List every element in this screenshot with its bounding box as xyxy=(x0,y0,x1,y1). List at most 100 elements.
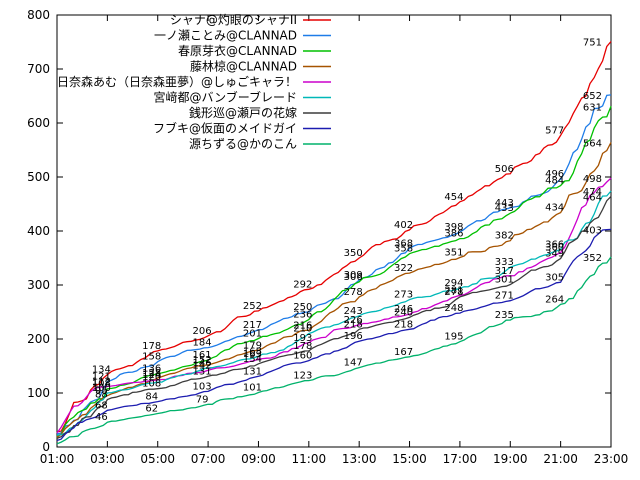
point-label-5-5: 210 xyxy=(293,324,312,335)
point-label-0-10: 577 xyxy=(545,125,564,136)
point-label-0-8: 454 xyxy=(444,192,463,203)
point-label-4-5: 193 xyxy=(293,333,312,344)
point-label-6-4: 154 xyxy=(243,354,262,365)
legend-label-7: フブキ@仮面のメイドガイ xyxy=(153,121,297,136)
y-tick-label-1: 100 xyxy=(27,386,50,400)
point-label-3-3: 152 xyxy=(193,355,212,366)
point-label-7-4: 131 xyxy=(243,366,262,377)
point-label-6-1: 88 xyxy=(95,389,108,400)
point-label-7-8: 248 xyxy=(444,303,463,314)
x-tick-label-10: 21:00 xyxy=(543,452,578,466)
point-label-1-3: 184 xyxy=(193,338,212,349)
x-tick-label-8: 17:00 xyxy=(443,452,478,466)
point-label-2-4: 201 xyxy=(243,328,262,339)
point-label-2-5: 236 xyxy=(293,310,312,321)
x-tick-label-3: 07:00 xyxy=(191,452,226,466)
point-label-8-10: 264 xyxy=(545,294,564,305)
point-label-3-4: 179 xyxy=(243,340,262,351)
point-label-1-1: 121 xyxy=(92,372,111,383)
point-label-7-5: 160 xyxy=(293,351,312,362)
point-label-4-3: 142 xyxy=(193,360,212,371)
point-label-8-2: 62 xyxy=(145,404,158,415)
point-label-2-1: 108 xyxy=(92,379,111,390)
point-label-1-8: 398 xyxy=(444,222,463,233)
point-label-4-9: 317 xyxy=(495,266,514,277)
legend-label-3: 藤林椋@CLANNAD xyxy=(190,59,297,74)
point-label-2-6: 306 xyxy=(344,272,363,283)
series-line-6 xyxy=(56,195,612,440)
point-label-3-8: 351 xyxy=(444,247,463,258)
point-label-2-2: 136 xyxy=(142,364,161,375)
point-label-4-11: 498 xyxy=(583,174,602,185)
point-label-4-4: 163 xyxy=(243,349,262,360)
point-label-1-10: 496 xyxy=(545,169,564,180)
point-label-1-5: 250 xyxy=(293,302,312,313)
point-label-3-6: 278 xyxy=(344,287,363,298)
point-label-5-2: 120 xyxy=(142,372,161,383)
point-label-7-11: 403 xyxy=(583,225,602,236)
point-label-5-9: 333 xyxy=(495,257,514,268)
point-label-4-2: 124 xyxy=(142,370,161,381)
point-label-3-10: 434 xyxy=(545,203,564,214)
point-label-5-4: 168 xyxy=(243,346,262,357)
x-tick-label-1: 03:00 xyxy=(90,452,125,466)
point-label-6-2: 108 xyxy=(142,379,161,390)
legend-label-5: 宮﨑都@バンブーブレード xyxy=(153,90,297,105)
point-label-2-9: 433 xyxy=(495,203,514,214)
point-label-6-3: 131 xyxy=(193,366,212,377)
point-label-4-8: 281 xyxy=(444,285,463,296)
point-label-8-8: 195 xyxy=(444,332,463,343)
x-tick-label-0: 01:00 xyxy=(40,452,75,466)
point-label-1-2: 158 xyxy=(142,352,161,363)
point-label-5-8: 294 xyxy=(444,278,463,289)
legend-label-0: シャナ@灼眼のシャナII xyxy=(170,12,297,27)
y-tick-label-2: 200 xyxy=(27,332,50,346)
point-label-5-11: 474 xyxy=(583,187,602,198)
point-label-6-5: 178 xyxy=(293,341,312,352)
y-tick-label-6: 600 xyxy=(27,116,50,130)
y-tick-label-5: 500 xyxy=(27,170,50,184)
point-label-6-8: 278 xyxy=(444,287,463,298)
y-tick-label-8: 800 xyxy=(27,8,50,22)
series-line-7 xyxy=(56,228,612,442)
point-label-0-3: 206 xyxy=(193,326,212,337)
point-label-1-11: 652 xyxy=(583,91,602,102)
point-label-7-7: 218 xyxy=(394,319,413,330)
y-tick-label-7: 700 xyxy=(27,62,50,76)
point-label-0-4: 252 xyxy=(243,301,262,312)
point-label-0-7: 402 xyxy=(394,220,413,231)
point-label-2-7: 358 xyxy=(394,244,413,255)
point-label-6-6: 218 xyxy=(344,319,363,330)
point-label-8-11: 352 xyxy=(583,253,602,264)
point-label-7-1: 68 xyxy=(95,400,108,411)
y-tick-label-3: 300 xyxy=(27,278,50,292)
y-tick-label-4: 400 xyxy=(27,224,50,238)
point-label-4-1: 112 xyxy=(92,377,111,388)
y-tick-label-0: 0 xyxy=(42,440,50,454)
legend-label-1: 一ノ瀬ことみ@CLANNAD xyxy=(154,29,297,43)
point-label-0-11: 751 xyxy=(583,37,602,48)
point-label-6-9: 301 xyxy=(495,274,514,285)
point-label-3-5: 216 xyxy=(293,320,312,331)
series-line-5 xyxy=(56,190,612,436)
point-label-0-2: 178 xyxy=(142,341,161,352)
point-label-1-6: 309 xyxy=(344,270,363,281)
series-line-8 xyxy=(56,256,612,445)
point-label-0-9: 506 xyxy=(495,164,514,175)
series-line-4 xyxy=(56,177,612,434)
point-label-8-9: 235 xyxy=(495,310,514,321)
point-label-5-6: 243 xyxy=(344,306,363,317)
x-tick-label-6: 13:00 xyxy=(342,452,377,466)
x-tick-label-2: 05:00 xyxy=(140,452,175,466)
point-label-7-2: 84 xyxy=(145,392,158,403)
point-label-2-3: 161 xyxy=(193,350,212,361)
point-label-0-6: 350 xyxy=(344,248,363,259)
point-label-8-1: 46 xyxy=(95,412,108,423)
point-label-3-11: 564 xyxy=(583,138,602,149)
point-label-4-7: 246 xyxy=(394,304,413,315)
point-label-7-6: 196 xyxy=(344,331,363,342)
point-label-0-1: 134 xyxy=(92,365,111,376)
point-label-2-10: 484 xyxy=(545,176,564,187)
